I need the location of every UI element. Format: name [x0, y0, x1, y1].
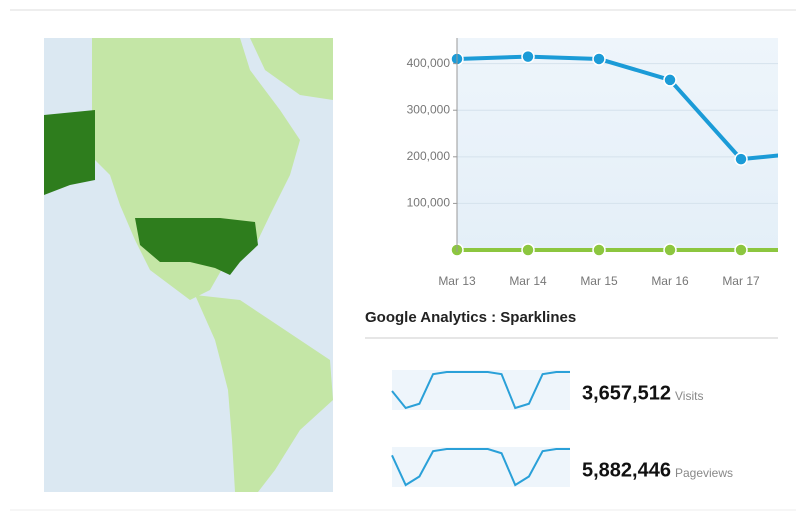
sparkline-label: Visits — [675, 389, 703, 403]
sparklines: 3,657,512 Visits 5,882,446 Pageviews — [391, 370, 733, 487]
x-tick-label: Mar 16 — [651, 274, 689, 288]
data-point — [663, 243, 677, 257]
line-chart — [450, 38, 778, 257]
sparkline-bg — [392, 447, 570, 487]
x-tick-label: Mar 15 — [580, 274, 618, 288]
sparkline-bg — [392, 370, 570, 410]
data-point — [734, 152, 748, 166]
sparkline — [391, 448, 570, 487]
map — [44, 38, 333, 492]
data-point — [521, 243, 535, 257]
x-tick-label: Mar 13 — [438, 274, 476, 288]
sparkline-label: Pageviews — [675, 466, 733, 480]
plot-area — [457, 38, 778, 250]
sparkline-total: 5,882,446 — [582, 459, 671, 481]
y-tick-label: 200,000 — [407, 149, 451, 163]
data-point — [592, 52, 606, 66]
section-title: Google Analytics : Sparklines — [365, 309, 576, 326]
data-point — [663, 73, 677, 87]
y-tick-label: 400,000 — [407, 56, 451, 70]
data-point — [592, 243, 606, 257]
data-point — [521, 49, 535, 64]
data-point — [734, 243, 748, 257]
series-line — [456, 54, 778, 162]
y-tick-label: 100,000 — [407, 196, 451, 210]
sparkline — [391, 371, 570, 410]
x-tick-label: Mar 17 — [722, 274, 760, 288]
x-tick-label: Mar 14 — [509, 274, 547, 288]
sparkline-total: 3,657,512 — [582, 382, 671, 404]
y-tick-label: 300,000 — [407, 102, 451, 116]
